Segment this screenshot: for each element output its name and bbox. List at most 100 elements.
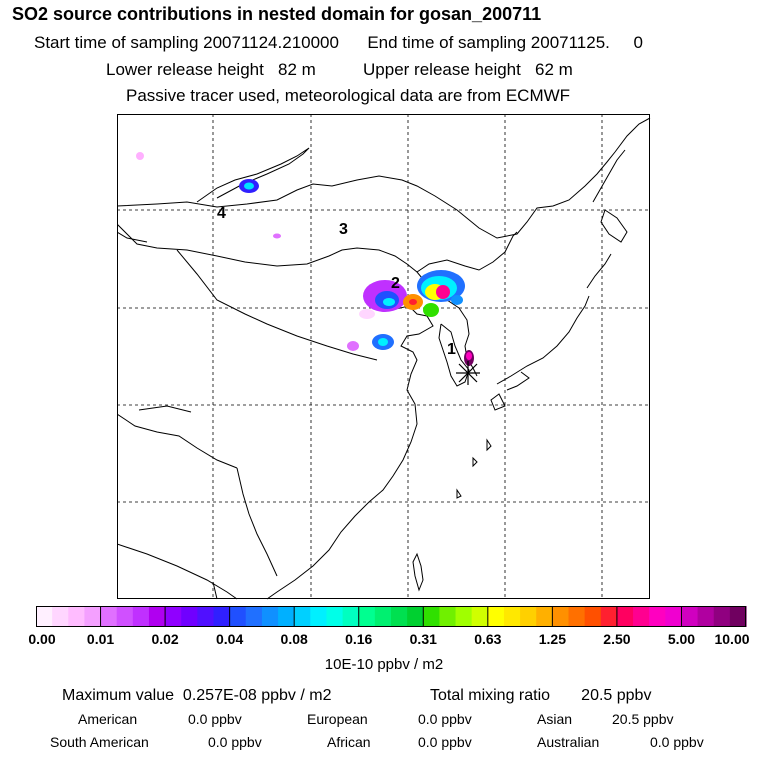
colorbar-cells [36, 606, 747, 627]
plume-spot [383, 298, 395, 306]
region-label-4: 4 [217, 205, 226, 222]
plume-spot [359, 309, 375, 319]
colorbar-cell [649, 606, 666, 627]
colorbar-cell [148, 606, 166, 627]
colorbar-cell [229, 606, 247, 627]
colorbar-tick-label: 5.00 [667, 631, 696, 647]
colorbar-tick-label: 0.63 [474, 631, 502, 647]
region-european-name: European [307, 711, 368, 727]
lower-height-value: 82 m [278, 60, 316, 79]
region-south-american-name: South American [50, 734, 149, 750]
colorbar-cell [294, 606, 311, 627]
colorbar-cell [374, 606, 392, 627]
colorbar-tick-label: 0.01 [86, 631, 115, 647]
colorbar-tick-label: 1.25 [538, 631, 566, 647]
plume-spot [347, 341, 359, 351]
colorbar-cell [326, 606, 344, 627]
concentration-plumes [136, 152, 474, 366]
region-south-american-value: 0.0 ppbv [208, 734, 262, 750]
receptor-star-icon [456, 361, 480, 385]
region-label-2: 2 [391, 275, 400, 292]
colorbar-cell [616, 606, 634, 627]
colorbar-tick-label: 0.02 [151, 631, 179, 647]
colorbar-cell [116, 606, 134, 627]
end-time-value: 20071125. 0 [530, 33, 643, 52]
colorbar-cell [213, 606, 231, 627]
colorbar-tick-label: 0.08 [280, 631, 308, 647]
end-time-label: End time of sampling [367, 33, 527, 52]
colorbar-tick-label: 10.00 [714, 631, 750, 647]
plume-spot [423, 303, 439, 317]
colorbar-cell [391, 606, 408, 627]
region-african-name: African [327, 734, 371, 750]
colorbar-cell [342, 606, 360, 627]
colorbar-cell [261, 606, 279, 627]
colorbar-cell [568, 606, 586, 627]
plume-spot [244, 182, 254, 190]
region-australian-value: 0.0 ppbv [650, 734, 704, 750]
colorbar-cell [68, 606, 86, 627]
max-value-label: Maximum value [62, 687, 175, 704]
source-contribution-map: 1 2 3 4 [117, 114, 651, 600]
colorbar-cell [245, 606, 263, 627]
colorbar-cell [455, 606, 473, 627]
colorbar-cell [358, 606, 376, 627]
colorbar-cell [278, 606, 295, 627]
colorbar-tick-label: 0.31 [409, 631, 437, 647]
colorbar-tick-label: 2.50 [603, 631, 631, 647]
lat-lon-grid [117, 114, 650, 598]
sampling-times: Start time of sampling 20071124.210000 E… [34, 33, 643, 53]
colorbar-cell [84, 606, 102, 627]
plume-spot [273, 233, 281, 239]
colorbar [36, 606, 747, 627]
start-time-label: Start time of sampling [34, 33, 199, 52]
colorbar-cell [52, 606, 69, 627]
colorbar-cell [165, 606, 182, 627]
colorbar-cell [552, 606, 570, 627]
colorbar-cell [423, 606, 441, 627]
colorbar-cell [310, 606, 328, 627]
region-american-value: 0.0 ppbv [188, 711, 242, 727]
map-frame [117, 114, 650, 599]
region-african-value: 0.0 ppbv [418, 734, 472, 750]
max-value-text: Maximum value 0.257E-08 ppbv / m2 [62, 687, 331, 705]
plume-spot [378, 338, 388, 346]
region-label-1: 1 [447, 341, 456, 358]
colorbar-cell [729, 606, 747, 627]
region-australian-name: Australian [537, 734, 600, 750]
plume-spot [409, 299, 417, 305]
colorbar-cell [665, 606, 683, 627]
total-mixing-value: 20.5 ppbv [581, 687, 652, 704]
start-time-value: 20071124.210000 [203, 33, 339, 52]
colorbar-cell [503, 606, 521, 627]
colorbar-cell [713, 606, 731, 627]
colorbar-cell [681, 606, 699, 627]
region-american-name: American [78, 711, 138, 727]
colorbar-cell [633, 606, 650, 627]
colorbar-cell [471, 606, 489, 627]
region-label-3: 3 [339, 221, 348, 238]
lower-height-label: Lower release height [106, 60, 264, 79]
colorbar-cell [584, 606, 602, 627]
colorbar-cell [697, 606, 715, 627]
plume-spot [436, 285, 450, 299]
release-heights: Lower release height 82 m Upper release … [106, 60, 573, 80]
colorbar-units: 10E-10 ppbv / m2 [324, 656, 444, 673]
tracer-note: Passive tracer used, meteorological data… [126, 86, 571, 105]
colorbar-tick-label: 0.00 [28, 631, 56, 647]
colorbar-cell [536, 606, 553, 627]
colorbar-cell [407, 606, 424, 627]
colorbar-cell [132, 606, 150, 627]
colorbar-frame [36, 606, 746, 627]
colorbar-cell [487, 606, 505, 627]
region-asian-name: Asian [537, 711, 573, 727]
plume-spot [136, 152, 144, 160]
plume-spot [466, 352, 472, 360]
colorbar-cell [36, 606, 53, 627]
upper-height-label: Upper release height [363, 60, 521, 79]
total-mixing-label: Total mixing ratio [430, 687, 551, 704]
colorbar-cell [181, 606, 198, 627]
colorbar-dividers [100, 606, 682, 627]
colorbar-cell [100, 606, 118, 627]
colorbar-cell [600, 606, 618, 627]
